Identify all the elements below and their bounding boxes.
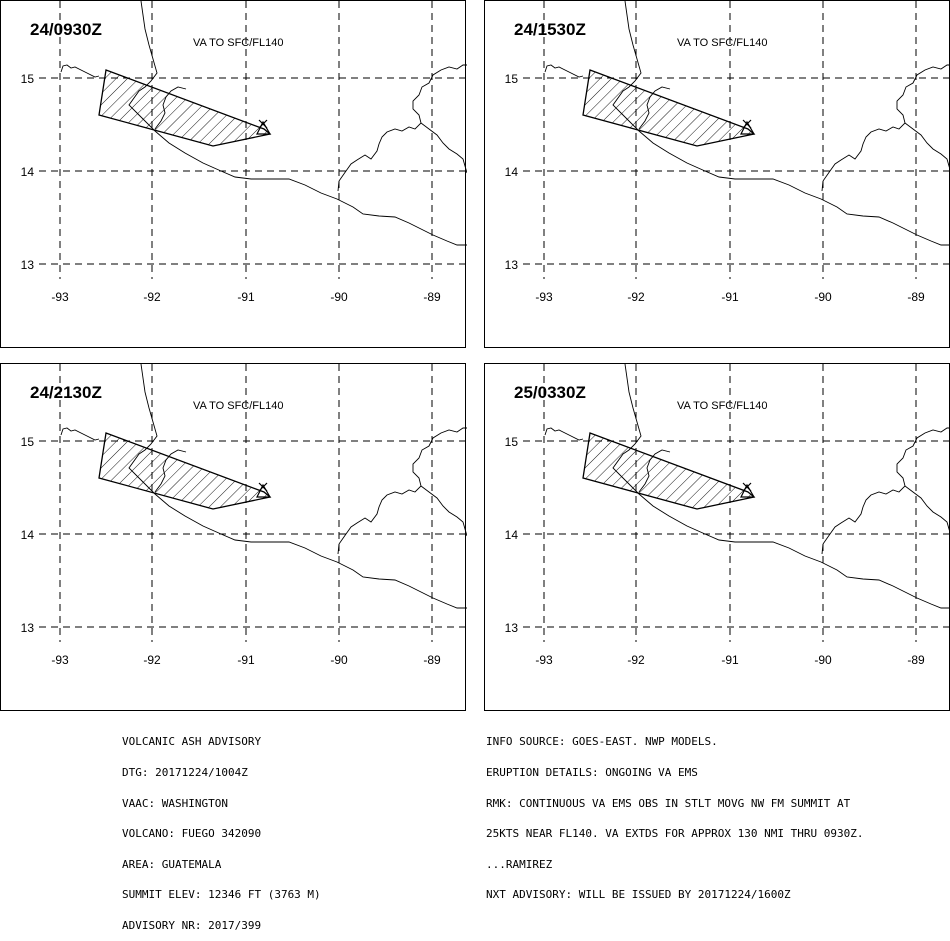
longitude-tick-label: -93 bbox=[51, 653, 69, 667]
advisory-line: VAAC: WASHINGTON bbox=[122, 796, 228, 810]
advisory-line: 25KTS NEAR FL140. VA EXTDS FOR APPROX 13… bbox=[486, 827, 864, 841]
longitude-tick-label: -93 bbox=[51, 290, 69, 304]
advisory-line: VOLCANIC ASH ADVISORY bbox=[122, 735, 262, 749]
map-svg: 24/1530Z VA TO SFC/FL140 15 14 13 -93 -92 -91 -9… bbox=[505, 1, 950, 304]
map-svg: 24/0930Z VA TO SFC/FL140 15 14 13 -93 -92 -91 -9… bbox=[21, 1, 467, 304]
latitude-tick-label: 13 bbox=[505, 258, 519, 272]
coastline bbox=[337, 543, 340, 555]
coastline bbox=[612, 364, 950, 609]
advisory-line: INFO SOURCE: GOES-EAST. NWP MODELS. bbox=[486, 735, 718, 749]
longitude-tick-label: -93 bbox=[535, 653, 553, 667]
advisory-line: ERUPTION DETAILS: ONGOING VA EMS bbox=[486, 766, 698, 780]
longitude-tick-label: -92 bbox=[627, 290, 645, 304]
coastline bbox=[904, 485, 950, 535]
longitude-tick-label: -91 bbox=[237, 653, 255, 667]
ash-altitude-label: VA TO SFC/FL140 bbox=[677, 400, 768, 412]
advisory-line: DTG: 20171224/1004Z bbox=[122, 766, 248, 780]
longitude-tick-label: -89 bbox=[907, 653, 925, 667]
coastline bbox=[544, 64, 584, 78]
forecast-panel-3: 24/2130Z VA TO SFC/FL140 15 14 13 -93 -92 -91 -9… bbox=[0, 363, 467, 711]
longitude-tick-label: -89 bbox=[423, 653, 441, 667]
map-svg: 25/0330Z VA TO SFC/FL140 15 14 13 -93 -92 -91 -9… bbox=[505, 364, 950, 667]
latitude-tick-label: 15 bbox=[21, 435, 35, 449]
latitude-tick-label: 13 bbox=[21, 258, 35, 272]
forecast-time: 24/0930Z bbox=[30, 20, 102, 39]
latitude-tick-label: 15 bbox=[21, 72, 35, 86]
volcano-marker-icon bbox=[740, 482, 756, 498]
volcanic-ash-area bbox=[582, 69, 756, 147]
volcanic-ash-area bbox=[98, 432, 272, 510]
volcanic-ash-area bbox=[582, 432, 756, 510]
coastline bbox=[821, 543, 824, 555]
latitude-tick-label: 15 bbox=[505, 72, 519, 86]
longitude-tick-label: -90 bbox=[330, 653, 348, 667]
coastline bbox=[128, 364, 467, 609]
advisory-line: VOLCANO: FUEGO 342090 bbox=[122, 827, 262, 841]
advisory-header-text: VOLCANIC ASH ADVISORY DTG: 20171224/1004… bbox=[122, 717, 321, 941]
volcano-marker-icon bbox=[256, 119, 272, 135]
advisory-line: ADVISORY NR: 2017/399 bbox=[122, 919, 262, 933]
forecast-panel-4: 25/0330Z VA TO SFC/FL140 15 14 13 -93 -92 -91 -9… bbox=[484, 363, 950, 711]
coastline bbox=[904, 122, 950, 172]
advisory-line: RMK: CONTINUOUS VA EMS OBS IN STLT MOVG … bbox=[486, 796, 851, 810]
longitude-tick-label: -91 bbox=[237, 290, 255, 304]
latitude-tick-label: 15 bbox=[505, 435, 519, 449]
coastline bbox=[420, 485, 467, 537]
coastline bbox=[822, 64, 950, 182]
advisory-details-text: INFO SOURCE: GOES-EAST. NWP MODELS. ERUP… bbox=[486, 717, 864, 911]
coastline bbox=[60, 64, 100, 78]
latitude-tick-label: 13 bbox=[21, 621, 35, 635]
coastline bbox=[822, 427, 950, 545]
longitude-tick-label: -92 bbox=[143, 290, 161, 304]
longitude-tick-label: -92 bbox=[143, 653, 161, 667]
ash-altitude-label: VA TO SFC/FL140 bbox=[677, 37, 768, 49]
ash-altitude-label: VA TO SFC/FL140 bbox=[193, 37, 284, 49]
advisory-line: NXT ADVISORY: WILL BE ISSUED BY 20171224… bbox=[486, 888, 791, 902]
coastline bbox=[544, 427, 584, 441]
latitude-tick-label: 14 bbox=[505, 528, 519, 542]
volcano-marker-icon bbox=[256, 482, 272, 498]
forecast-panel-1: 24/0930Z VA TO SFC/FL140 15 14 13 -93 -92 -91 -9… bbox=[0, 0, 467, 348]
longitude-tick-label: -89 bbox=[423, 290, 441, 304]
coastline bbox=[420, 122, 467, 174]
coastline bbox=[337, 180, 340, 192]
longitude-tick-label: -90 bbox=[330, 290, 348, 304]
forecast-time: 24/2130Z bbox=[30, 383, 102, 402]
forecast-time: 25/0330Z bbox=[514, 383, 586, 402]
longitude-tick-label: -89 bbox=[907, 290, 925, 304]
coastline bbox=[338, 427, 467, 545]
coastline bbox=[612, 1, 950, 246]
forecast-time: 24/1530Z bbox=[514, 20, 586, 39]
advisory-line: AREA: GUATEMALA bbox=[122, 857, 222, 871]
advisory-line: ...RAMIREZ bbox=[486, 857, 553, 871]
coastline bbox=[821, 180, 824, 192]
advisory-line: SUMMIT ELEV: 12346 FT (3763 M) bbox=[122, 888, 321, 902]
coastline bbox=[60, 427, 100, 441]
longitude-tick-label: -92 bbox=[627, 653, 645, 667]
coastline bbox=[128, 1, 467, 246]
map-svg: 24/2130Z VA TO SFC/FL140 15 14 13 -93 -92 -91 -9… bbox=[21, 364, 467, 667]
longitude-tick-label: -91 bbox=[721, 653, 739, 667]
longitude-tick-label: -90 bbox=[814, 653, 832, 667]
longitude-tick-label: -91 bbox=[721, 290, 739, 304]
longitude-tick-label: -90 bbox=[814, 290, 832, 304]
latitude-tick-label: 14 bbox=[21, 165, 35, 179]
forecast-panel-2: 24/1530Z VA TO SFC/FL140 15 14 13 -93 -92 -91 -9… bbox=[484, 0, 950, 348]
volcano-marker-icon bbox=[740, 119, 756, 135]
ash-altitude-label: VA TO SFC/FL140 bbox=[193, 400, 284, 412]
volcanic-ash-area bbox=[98, 69, 272, 147]
latitude-tick-label: 14 bbox=[505, 165, 519, 179]
longitude-tick-label: -93 bbox=[535, 290, 553, 304]
latitude-tick-label: 14 bbox=[21, 528, 35, 542]
coastline bbox=[338, 64, 467, 182]
latitude-tick-label: 13 bbox=[505, 621, 519, 635]
